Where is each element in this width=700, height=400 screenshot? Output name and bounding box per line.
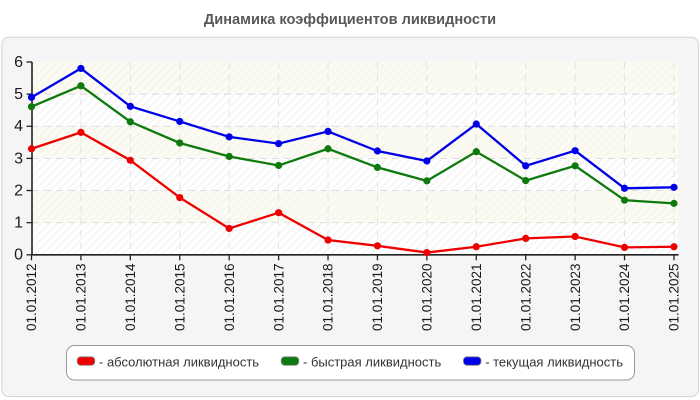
svg-text:- абсолютная ликвидность: - абсолютная ликвидность bbox=[99, 355, 259, 370]
svg-text:01.01.2020: 01.01.2020 bbox=[420, 263, 435, 331]
svg-text:3: 3 bbox=[14, 150, 23, 167]
svg-text:0: 0 bbox=[14, 247, 23, 264]
svg-text:- текущая ликвидность: - текущая ликвидность bbox=[485, 355, 623, 370]
svg-text:01.01.2023: 01.01.2023 bbox=[568, 263, 583, 331]
svg-text:5: 5 bbox=[14, 86, 23, 103]
svg-text:01.01.2021: 01.01.2021 bbox=[469, 263, 484, 331]
svg-text:- быстрая ликвидность: - быстрая ликвидность bbox=[303, 355, 441, 370]
svg-text:4: 4 bbox=[14, 118, 23, 135]
svg-text:01.01.2025: 01.01.2025 bbox=[667, 263, 682, 331]
svg-text:01.01.2017: 01.01.2017 bbox=[271, 263, 286, 331]
svg-text:01.01.2022: 01.01.2022 bbox=[518, 263, 533, 331]
svg-text:2: 2 bbox=[14, 182, 23, 199]
svg-text:01.01.2015: 01.01.2015 bbox=[172, 263, 187, 331]
svg-text:1: 1 bbox=[14, 215, 23, 232]
svg-text:6: 6 bbox=[14, 54, 23, 71]
svg-text:01.01.2018: 01.01.2018 bbox=[321, 263, 336, 331]
svg-text:01.01.2013: 01.01.2013 bbox=[74, 263, 89, 331]
svg-text:01.01.2016: 01.01.2016 bbox=[222, 263, 237, 331]
svg-text:01.01.2012: 01.01.2012 bbox=[24, 263, 39, 331]
svg-text:01.01.2024: 01.01.2024 bbox=[617, 263, 632, 331]
svg-text:01.01.2019: 01.01.2019 bbox=[370, 263, 385, 331]
svg-text:01.01.2014: 01.01.2014 bbox=[123, 263, 138, 331]
